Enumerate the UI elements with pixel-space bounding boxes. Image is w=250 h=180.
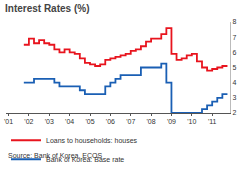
- svg-text:Loans to households: houses: Loans to households: houses: [46, 137, 138, 144]
- svg-text:'08: '08: [147, 118, 156, 125]
- svg-text:'04: '04: [65, 118, 74, 125]
- svg-text:'05: '05: [85, 118, 94, 125]
- svg-text:7: 7: [232, 34, 236, 41]
- svg-text:8: 8: [232, 18, 236, 25]
- svg-text:Bank of Korea: Base rate: Bank of Korea: Base rate: [46, 156, 124, 163]
- svg-text:'09: '09: [167, 118, 176, 125]
- svg-text:'02: '02: [24, 118, 33, 125]
- svg-text:3: 3: [232, 94, 236, 101]
- svg-text:'06: '06: [106, 118, 115, 125]
- svg-text:6: 6: [232, 49, 236, 56]
- svg-text:5: 5: [232, 64, 236, 71]
- svg-text:'11: '11: [208, 118, 217, 125]
- svg-text:2: 2: [232, 109, 236, 116]
- svg-text:4: 4: [232, 79, 236, 86]
- svg-text:'07: '07: [126, 118, 135, 125]
- svg-text:'01: '01: [4, 118, 13, 125]
- svg-text:Source: Bank of Korea, ECOS: Source: Bank of Korea, ECOS: [8, 152, 102, 159]
- svg-text:'03: '03: [45, 118, 54, 125]
- svg-text:'10: '10: [187, 118, 196, 125]
- svg-text:Interest Rates (%): Interest Rates (%): [5, 3, 89, 14]
